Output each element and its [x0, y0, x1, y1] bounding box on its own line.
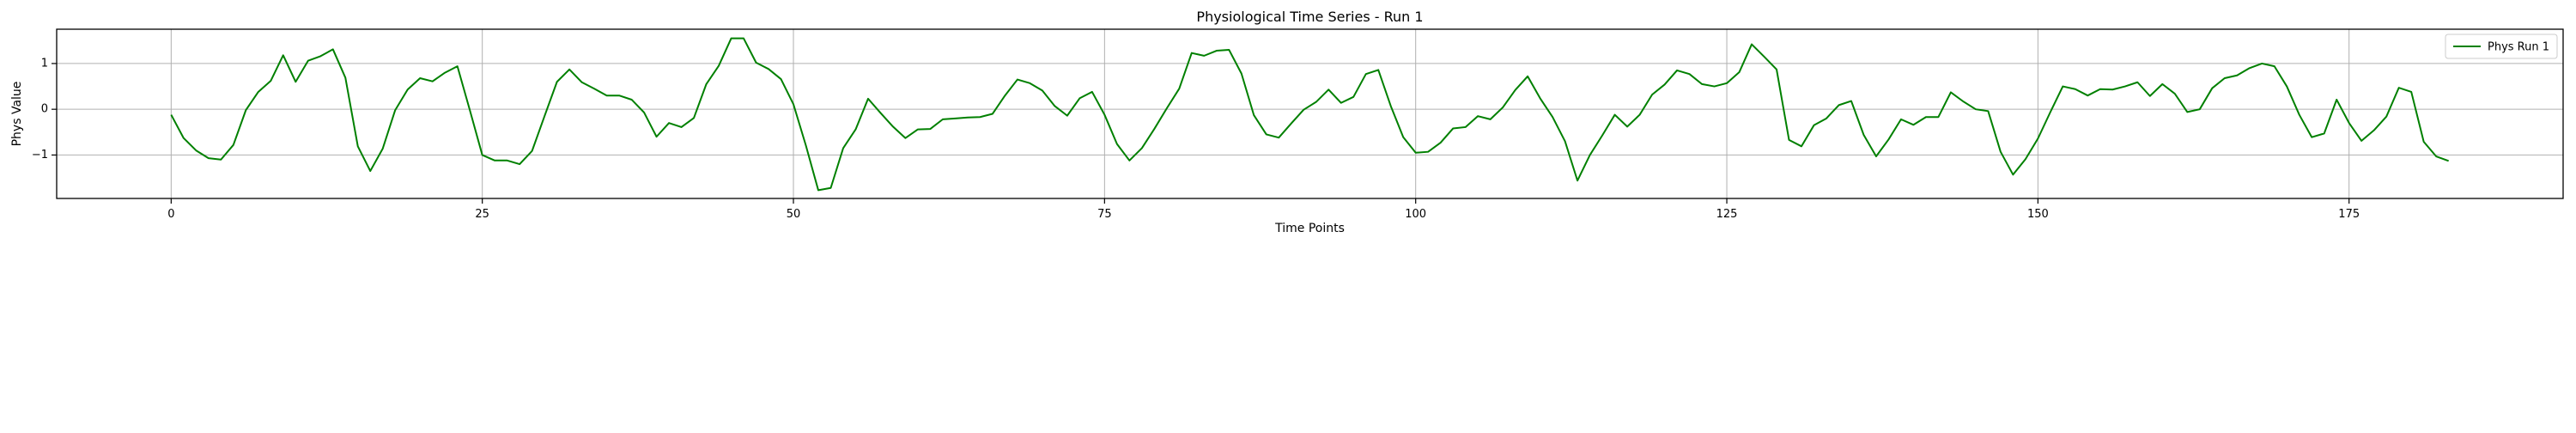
chart-title: Physiological Time Series - Run 1 [1196, 9, 1423, 25]
plot-frame [56, 28, 2564, 199]
legend: Phys Run 1 [2445, 34, 2558, 59]
series-line-phys-run-1 [170, 37, 2450, 192]
legend-label-phys-run-1: Phys Run 1 [2488, 41, 2549, 54]
x-tick-label: 150 [2027, 208, 2049, 221]
axis-ticks: 0 25 50 75 100 125 150 175 −1 0 1 [32, 57, 2360, 221]
y-tick-label: 1 [41, 57, 48, 70]
y-tick-label: −1 [32, 149, 48, 162]
x-tick-label: 100 [1405, 208, 1426, 221]
x-tick-label: 50 [787, 208, 801, 221]
x-tick-label: 0 [167, 208, 174, 221]
x-tick-label: 175 [2338, 208, 2360, 221]
x-tick-label: 75 [1097, 208, 1112, 221]
x-tick-label: 25 [475, 208, 489, 221]
y-axis-label: Phys Value [10, 82, 24, 147]
x-tick-label: 125 [1716, 208, 1738, 221]
legend-box [2445, 34, 2558, 59]
series-layer [170, 37, 2450, 192]
y-tick-label: 0 [41, 103, 48, 116]
x-axis-label: Time Points [1274, 222, 1345, 235]
grid [57, 29, 2563, 198]
